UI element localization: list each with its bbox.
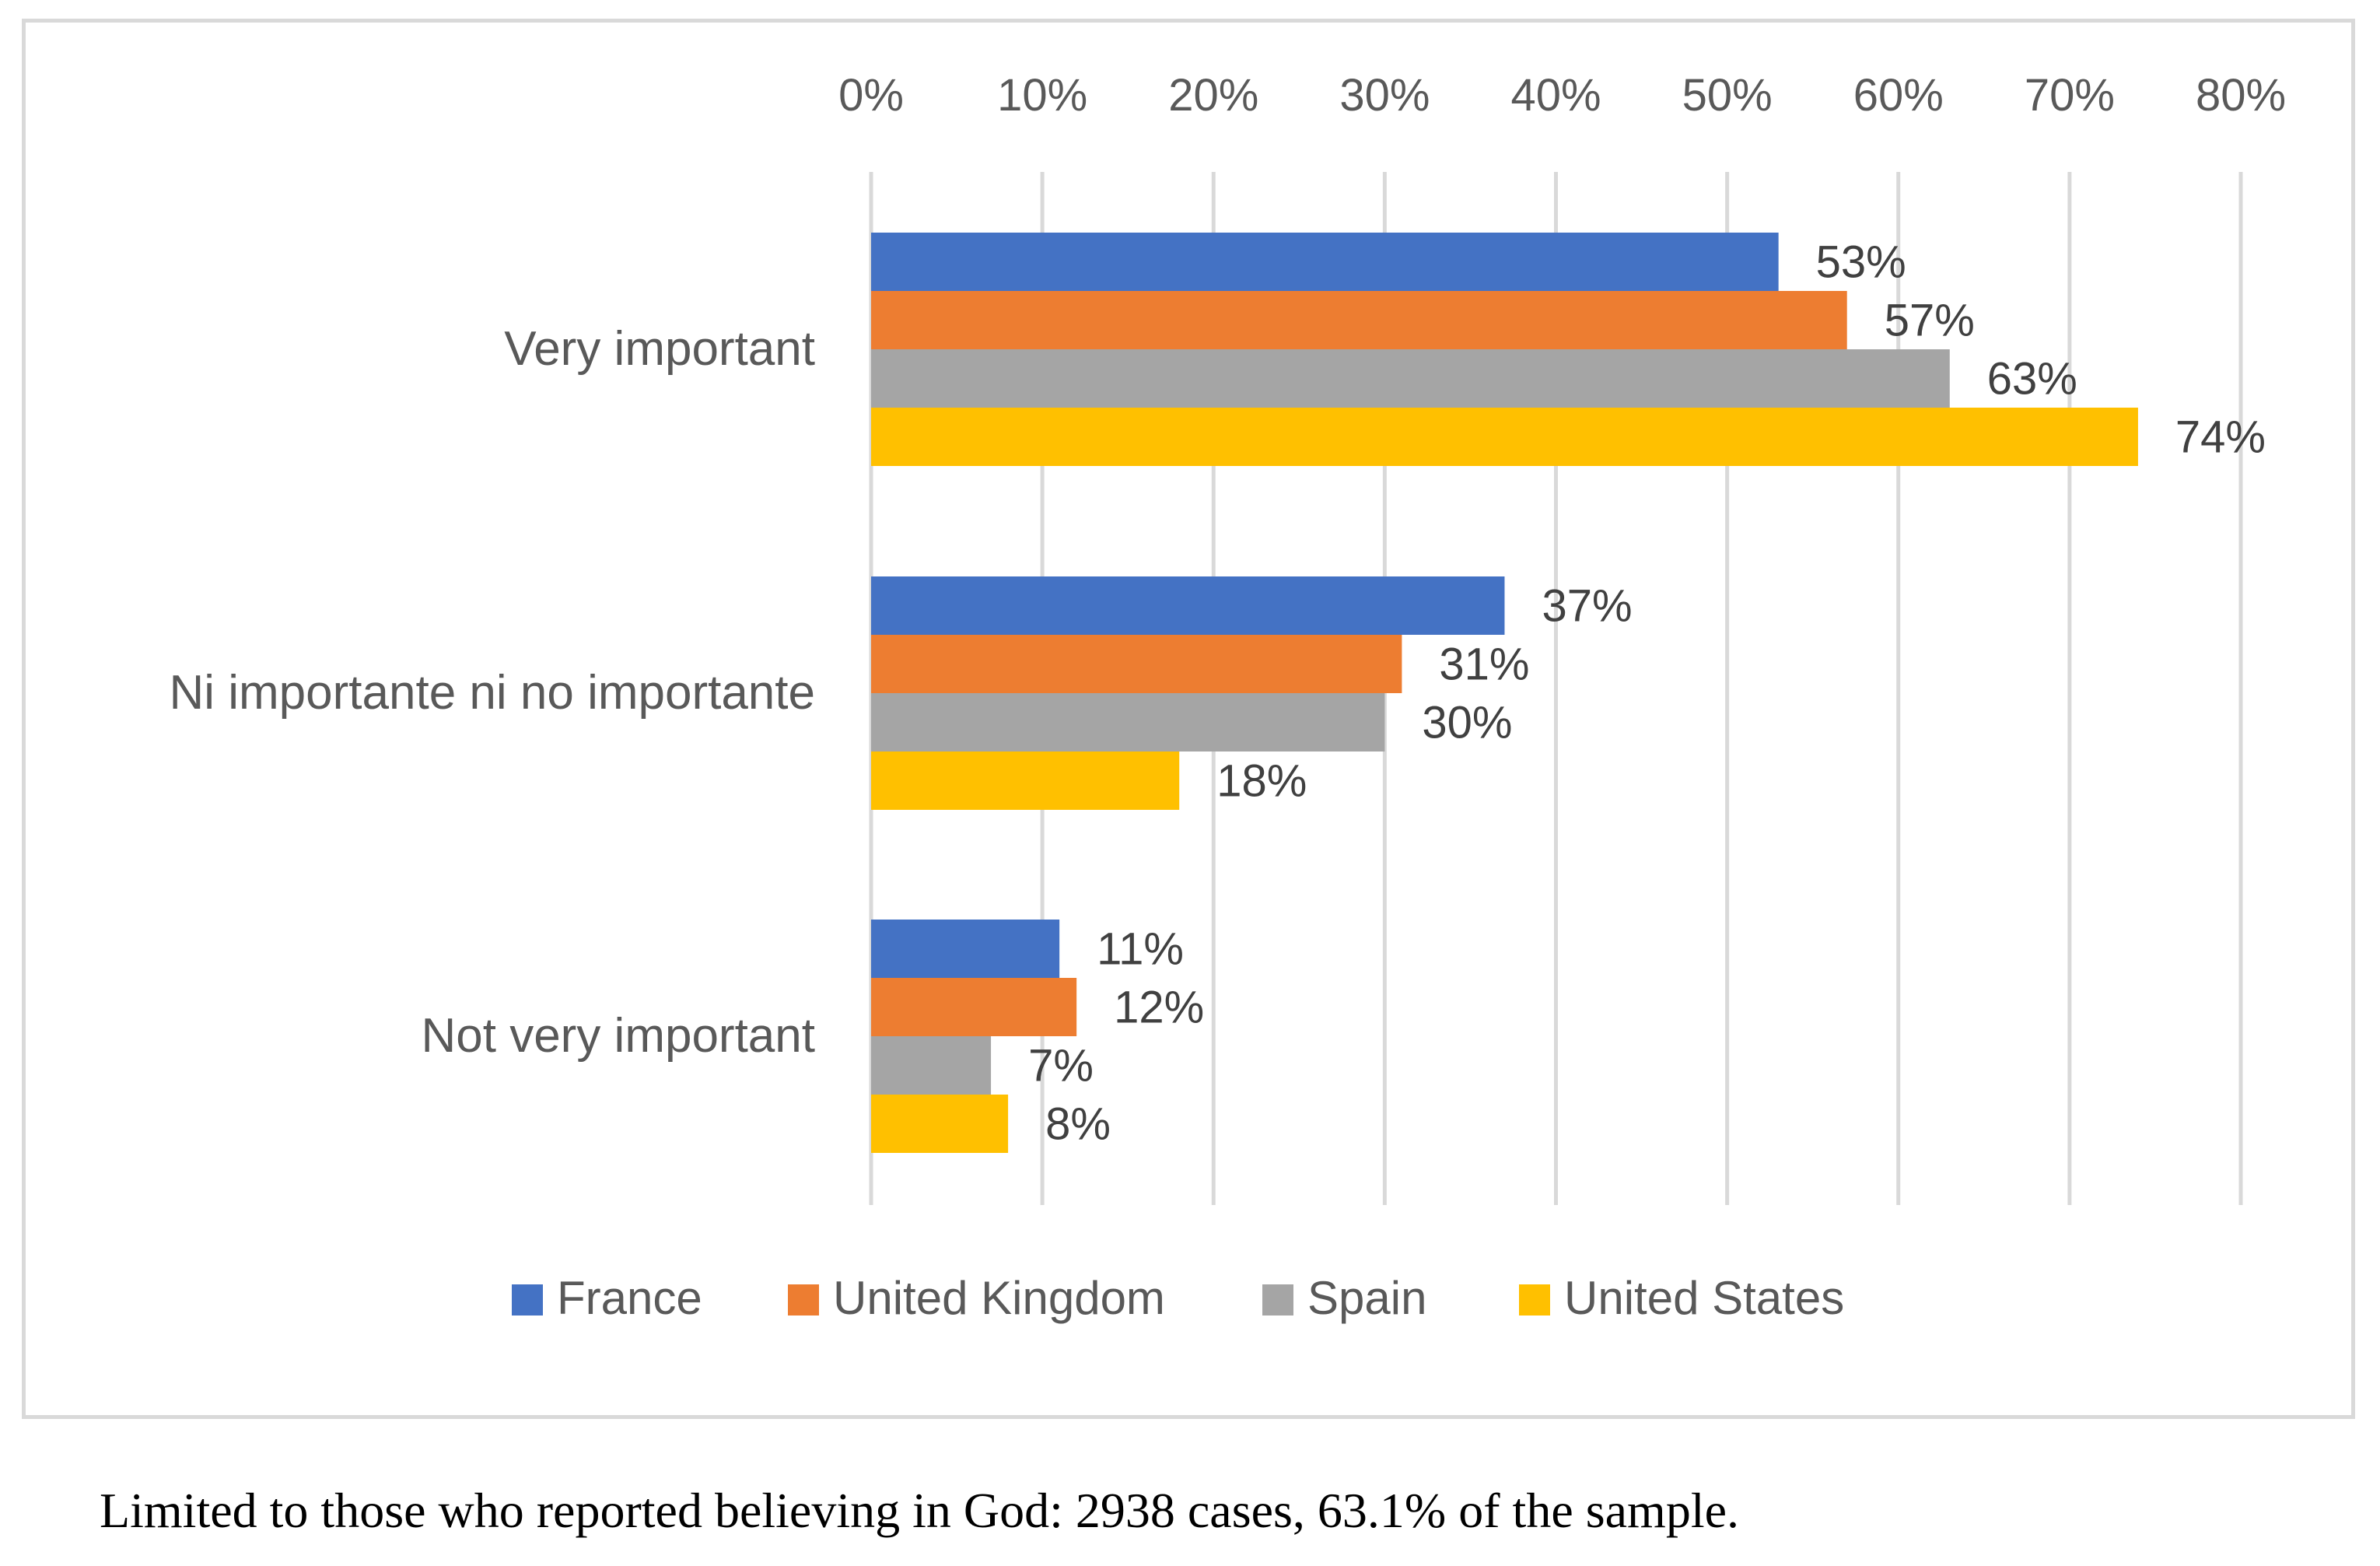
bar-united-states bbox=[871, 408, 2138, 466]
category-label: Ni importante ni no importante bbox=[169, 666, 815, 720]
data-label: 11% bbox=[1097, 924, 1184, 975]
legend-swatch bbox=[1262, 1284, 1293, 1316]
data-label: 7% bbox=[1028, 1041, 1094, 1091]
legend: France United Kingdom Spain United States bbox=[512, 1272, 1844, 1324]
bar-spain bbox=[871, 693, 1385, 751]
data-label: 31% bbox=[1439, 639, 1529, 690]
legend-label: United Kingdom bbox=[833, 1272, 1165, 1324]
data-label: 12% bbox=[1114, 983, 1204, 1033]
data-label: 18% bbox=[1216, 756, 1307, 807]
legend-swatch bbox=[1519, 1284, 1550, 1316]
legend-label: Spain bbox=[1307, 1272, 1426, 1324]
x-tick-label: 10% bbox=[997, 70, 1087, 121]
bar-france bbox=[871, 576, 1505, 635]
data-label: 63% bbox=[1987, 354, 2077, 405]
x-axis-ticks: 0% 10% 20% 30% 40% 50% 60% 70% 80% bbox=[838, 70, 2286, 121]
bar-france bbox=[871, 233, 1779, 291]
bar-france bbox=[871, 920, 1060, 978]
bar-united-kingdom bbox=[871, 291, 1847, 349]
bars bbox=[871, 233, 2138, 1153]
x-tick-label: 40% bbox=[1510, 70, 1601, 121]
category-label: Not very important bbox=[421, 1009, 815, 1063]
legend-label: United States bbox=[1564, 1272, 1844, 1324]
bar-united-states bbox=[871, 751, 1180, 810]
figure-caption: Limited to those who reported believing … bbox=[100, 1483, 1739, 1538]
data-label: 8% bbox=[1045, 1099, 1111, 1150]
x-tick-label: 80% bbox=[2196, 70, 2286, 121]
x-tick-label: 30% bbox=[1339, 70, 1430, 121]
data-label: 57% bbox=[1885, 296, 1975, 346]
legend-swatch bbox=[788, 1284, 819, 1316]
x-tick-label: 50% bbox=[1682, 70, 1773, 121]
category-label: Very important bbox=[504, 322, 815, 376]
data-label: 53% bbox=[1816, 237, 1906, 288]
data-label: 74% bbox=[2175, 412, 2266, 463]
x-tick-label: 60% bbox=[1853, 70, 1944, 121]
x-tick-label: 20% bbox=[1168, 70, 1258, 121]
bar-united-kingdom bbox=[871, 978, 1077, 1036]
data-label: 37% bbox=[1542, 581, 1632, 632]
data-labels: 53% 57%63% 74% 37% 31% 30% 18% 11% 12% 7% 8% bbox=[1028, 237, 2266, 1150]
legend-swatch bbox=[512, 1284, 543, 1316]
bar-chart: 0% 10% 20% 30% 40% 50% 60% 70% 80% Very importan… bbox=[169, 70, 2286, 1324]
legend-label: France bbox=[557, 1272, 702, 1324]
category-labels: Very important Ni importante ni no import… bbox=[169, 322, 815, 1063]
x-tick-label: 0% bbox=[838, 70, 904, 121]
chart-frame: 0% 10% 20% 30% 40% 50% 60% 70% 80% Very importan… bbox=[22, 19, 2355, 1419]
x-tick-label: 70% bbox=[2025, 70, 2115, 121]
data-label: 30% bbox=[1422, 698, 1512, 748]
bar-spain bbox=[871, 349, 1950, 408]
bar-spain bbox=[871, 1036, 992, 1095]
bar-united-states bbox=[871, 1095, 1009, 1153]
bar-united-kingdom bbox=[871, 635, 1402, 693]
